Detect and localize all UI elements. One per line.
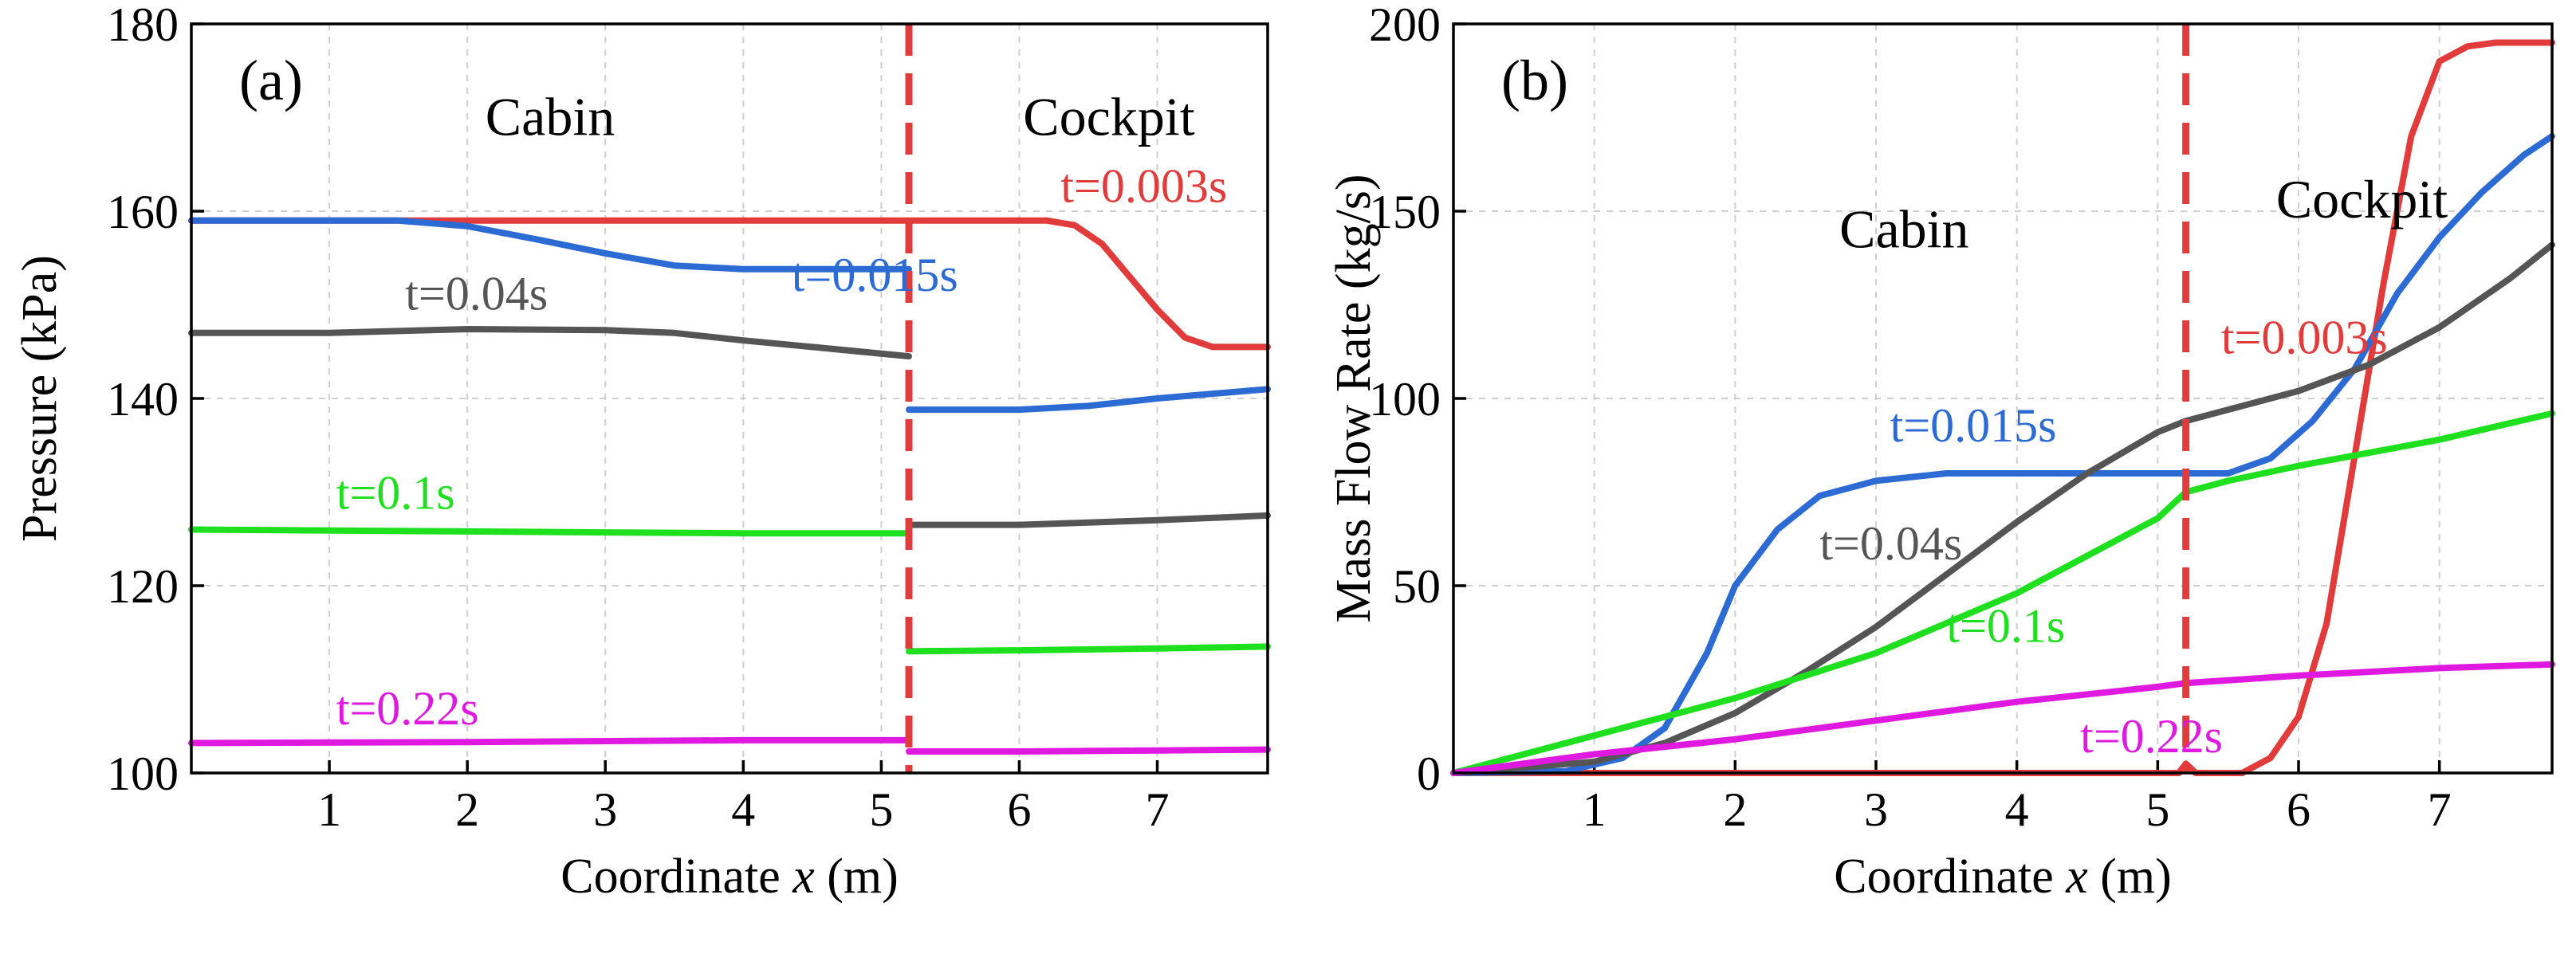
y-tick-label: 50 bbox=[1393, 560, 1441, 613]
y-tick-label: 120 bbox=[107, 560, 179, 613]
x-axis-label-prefix: Coordinate bbox=[560, 849, 792, 904]
series-line-t=0.04s bbox=[188, 326, 1271, 528]
y-tick-label: 100 bbox=[107, 747, 179, 800]
series-line-t=0.04s bbox=[1450, 241, 2555, 776]
x-tick-label: 4 bbox=[731, 783, 755, 836]
x-axis-label: Coordinate x (m) bbox=[560, 849, 899, 904]
series-label: t=0.015s bbox=[1890, 399, 2057, 452]
series-line-t=0.003s bbox=[188, 217, 1271, 351]
panel-b: 1 2 3 4 5 6 7 0 50 100 150 200 t=0.003s t=0.015s t=0.0… bbox=[1327, 0, 2555, 904]
x-tick-label: 2 bbox=[1723, 783, 1747, 836]
x-tick-label: 6 bbox=[1007, 783, 1031, 836]
series-label: t=0.22s bbox=[2080, 710, 2223, 763]
series-line-t=0.1s bbox=[1450, 410, 2555, 776]
region-label: Cockpit bbox=[1023, 87, 1194, 147]
panel-label: (a) bbox=[239, 49, 303, 112]
series-line-t=0.22s bbox=[1450, 661, 2555, 776]
x-tick-label: 2 bbox=[455, 783, 479, 836]
panel-label: (b) bbox=[1501, 49, 1568, 112]
y-tick-label: 200 bbox=[1369, 0, 1441, 51]
region-label: Cabin bbox=[486, 87, 615, 147]
x-axis-label-unit: (m) bbox=[815, 849, 899, 904]
x-axis-label-variable: x bbox=[2065, 849, 2088, 904]
series-label: t=0.015s bbox=[792, 249, 958, 301]
series-line-t=0.22s bbox=[188, 736, 1271, 755]
y-axis-label: Mass Flow Rate (kg/s) bbox=[1327, 174, 1381, 622]
x-tick-label: 4 bbox=[2005, 783, 2029, 836]
x-tick-label: 5 bbox=[2145, 783, 2169, 836]
y-tick-label: 160 bbox=[107, 186, 179, 238]
y-tick-label: 180 bbox=[107, 0, 179, 51]
x-tick-label: 1 bbox=[1583, 783, 1607, 836]
series-label: t=0.003s bbox=[2221, 312, 2388, 364]
x-axis-label-unit: (m) bbox=[2088, 849, 2172, 904]
series-label: t=0.04s bbox=[1819, 517, 1962, 570]
plot-frame bbox=[190, 22, 1269, 775]
x-tick-label: 3 bbox=[1864, 783, 1888, 836]
plot-frame bbox=[1452, 22, 2554, 775]
series-line-t=0.015s bbox=[1450, 133, 2555, 776]
x-axis-label-variable: x bbox=[792, 849, 815, 904]
series-label: t=0.1s bbox=[1946, 600, 2065, 653]
x-axis-label: Coordinate x (m) bbox=[1834, 849, 2172, 904]
y-tick-label: 100 bbox=[1369, 373, 1441, 426]
series-label: t=0.04s bbox=[405, 267, 548, 320]
panel-a: 1 2 3 4 5 6 7 100 120 140 160 180 t=0.003s t=0.015s t=… bbox=[13, 0, 1271, 904]
x-tick-label: 5 bbox=[869, 783, 893, 836]
series-line-t=0.015s bbox=[188, 217, 1271, 414]
x-tick-label: 1 bbox=[317, 783, 341, 836]
x-axis-label-prefix: Coordinate bbox=[1834, 849, 2066, 904]
x-tick-label: 6 bbox=[2287, 783, 2311, 836]
x-tick-label: 7 bbox=[1146, 783, 1170, 836]
series-line-t=0.1s bbox=[188, 526, 1271, 655]
series-label: t=0.003s bbox=[1060, 159, 1227, 212]
x-tick-label: 7 bbox=[2428, 783, 2452, 836]
region-label: Cabin bbox=[1839, 199, 1968, 260]
y-tick-label: 150 bbox=[1369, 186, 1441, 238]
region-label: Cockpit bbox=[2276, 169, 2448, 230]
y-tick-label: 0 bbox=[1417, 747, 1441, 800]
y-tick-label: 140 bbox=[107, 373, 179, 426]
series-label: t=0.1s bbox=[336, 467, 455, 520]
x-tick-label: 3 bbox=[593, 783, 617, 836]
series-label: t=0.22s bbox=[336, 682, 479, 735]
y-axis-label: Pressure (kPa) bbox=[13, 255, 67, 542]
